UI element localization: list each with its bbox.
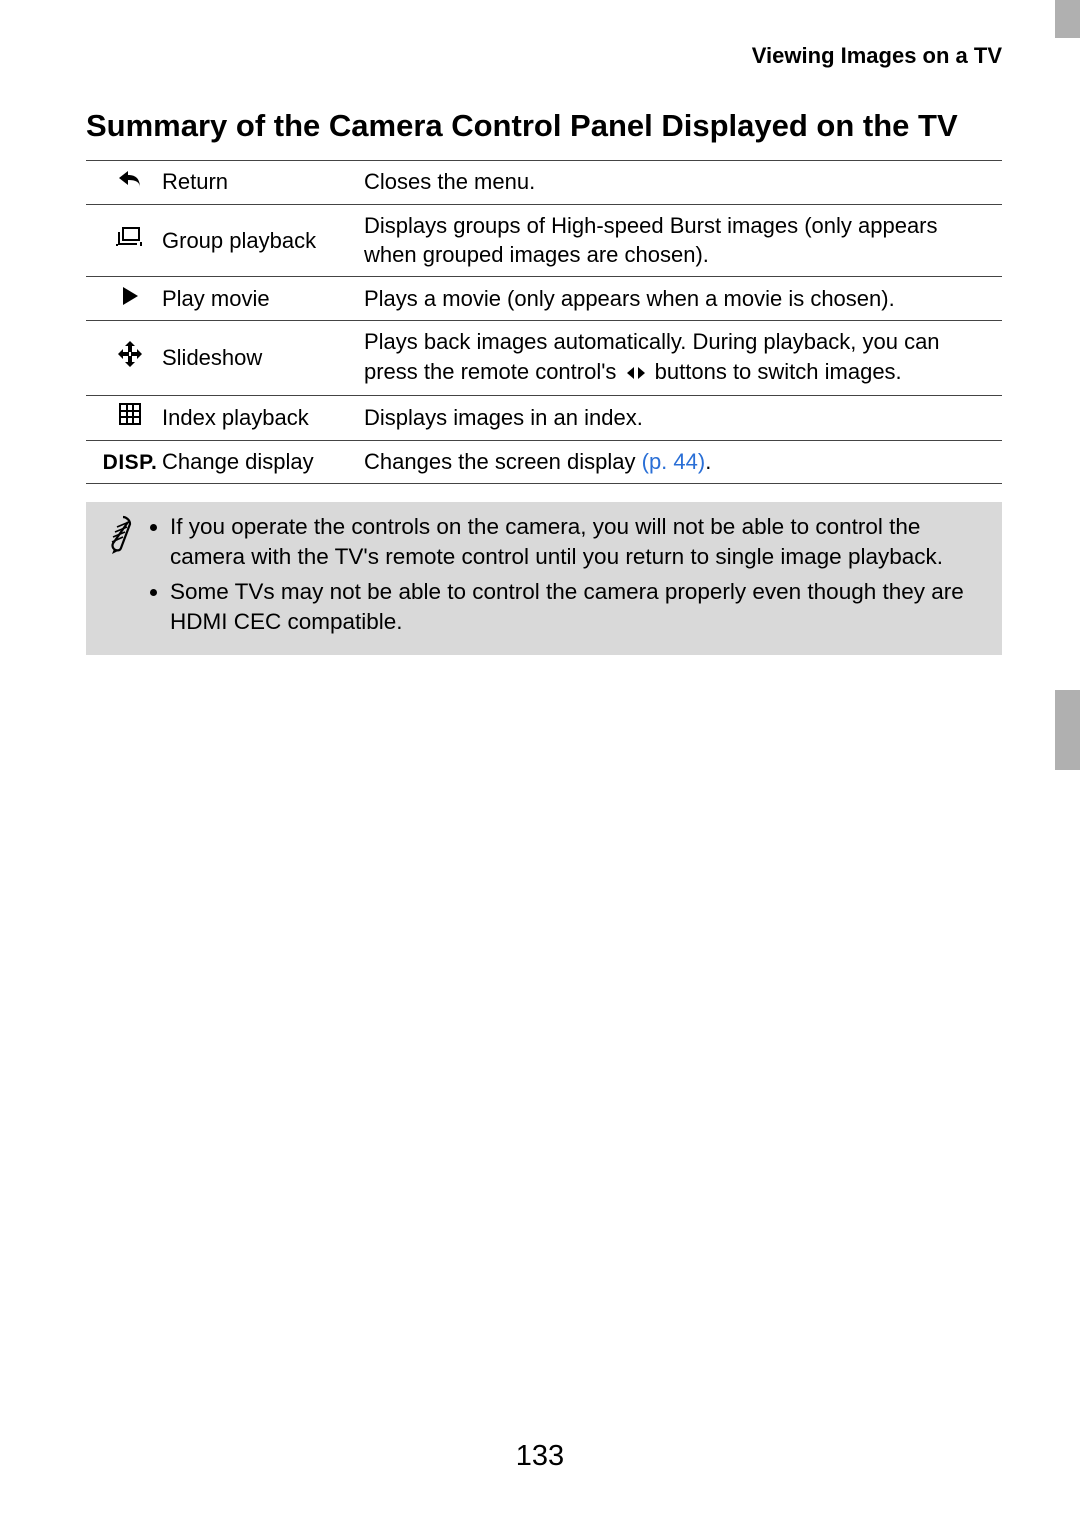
row-label: Group playback [158, 204, 356, 276]
slideshow-icon [117, 340, 143, 376]
index-playback-icon [118, 402, 142, 434]
thumb-tab-top [1055, 0, 1080, 38]
running-head: Viewing Images on a TV [86, 43, 1002, 69]
left-right-icon [625, 359, 647, 389]
note-body: If you operate the controls on the camer… [150, 512, 984, 642]
table-row: Return Closes the menu. [86, 160, 1002, 204]
note-box: If you operate the controls on the camer… [86, 502, 1002, 656]
return-icon [116, 168, 144, 198]
row-desc: Plays back images automatically. During … [356, 321, 1002, 395]
play-movie-icon [119, 285, 141, 315]
group-playback-icon [115, 226, 145, 256]
row-label: Change display [158, 440, 356, 483]
table-row: Index playback Displays images in an ind… [86, 395, 1002, 440]
note-icon [92, 512, 150, 566]
row-label: Slideshow [158, 321, 356, 395]
disp-icon: DISP. [103, 451, 158, 474]
row-label: Index playback [158, 395, 356, 440]
note-item: Some TVs may not be able to control the … [170, 577, 984, 638]
table-row: Group playback Displays groups of High-s… [86, 204, 1002, 276]
row-desc-part-b: . [705, 449, 711, 474]
row-desc: Plays a movie (only appears when a movie… [356, 277, 1002, 321]
row-desc-part-a: Changes the screen display [364, 449, 642, 474]
row-desc-part-b: buttons to switch images. [649, 359, 902, 384]
section-title: Summary of the Camera Control Panel Disp… [86, 107, 1002, 146]
page-ref-link[interactable]: (p. 44) [642, 449, 706, 474]
thumb-tab-bottom [1055, 690, 1080, 770]
manual-page: Viewing Images on a TV Summary of the Ca… [0, 0, 1080, 1521]
row-desc: Closes the menu. [356, 160, 1002, 204]
page-number: 133 [0, 1440, 1080, 1473]
table-row: Slideshow Plays back images automaticall… [86, 321, 1002, 395]
table-row: Play movie Plays a movie (only appears w… [86, 277, 1002, 321]
row-label: Play movie [158, 277, 356, 321]
table-row: DISP. Change display Changes the screen … [86, 440, 1002, 483]
note-item: If you operate the controls on the camer… [170, 512, 984, 573]
row-label: Return [158, 160, 356, 204]
row-desc: Displays images in an index. [356, 395, 1002, 440]
row-desc: Displays groups of High-speed Burst imag… [356, 204, 1002, 276]
control-panel-table: Return Closes the menu. Group playback D… [86, 160, 1002, 484]
row-desc: Changes the screen display (p. 44). [356, 440, 1002, 483]
